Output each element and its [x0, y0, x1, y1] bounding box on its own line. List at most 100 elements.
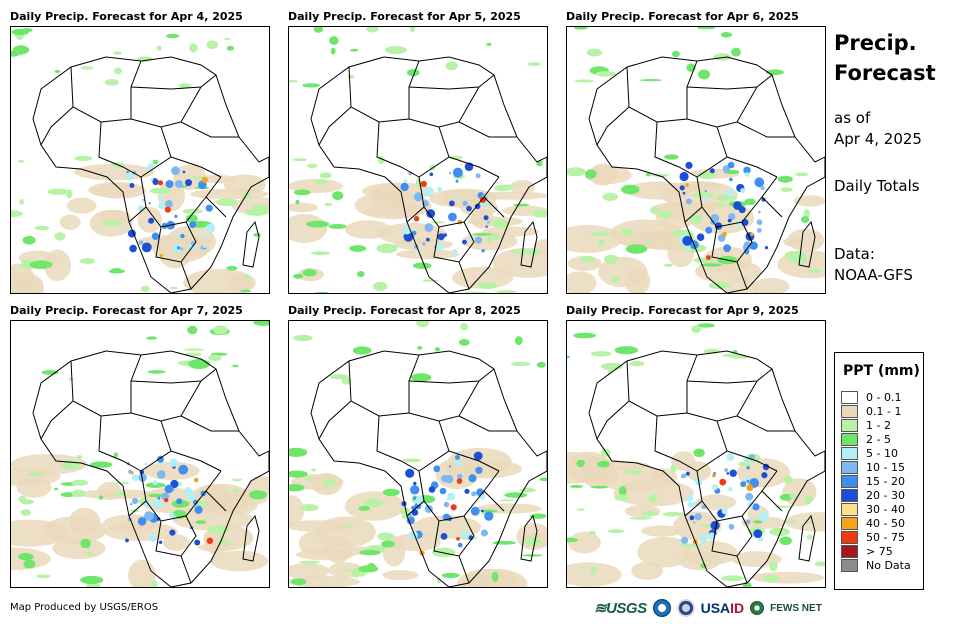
heavy-precip-area	[704, 190, 707, 193]
heavy-precip-area	[727, 161, 735, 169]
moderate-precip-area	[112, 51, 123, 55]
moderate-precip-area	[54, 232, 66, 241]
moderate-precip-area	[22, 235, 36, 245]
moderate-precip-area	[332, 191, 344, 201]
moderate-precip-area	[691, 325, 702, 333]
country-border	[376, 121, 420, 178]
moderate-precip-area	[295, 199, 300, 205]
heavy-precip-area	[709, 168, 715, 174]
heavy-precip-area	[455, 179, 459, 183]
moderate-precip-area	[104, 79, 119, 86]
heavy-precip-area	[484, 511, 494, 521]
country-border	[128, 206, 147, 223]
legend-label: 5 - 10	[866, 446, 898, 460]
moderate-precip-area	[689, 214, 703, 224]
heavy-precip-area	[182, 170, 186, 174]
moderate-precip-area	[715, 194, 738, 202]
light-precip-area	[613, 479, 694, 507]
light-precip-area	[637, 536, 692, 568]
moderate-precip-area	[692, 192, 715, 198]
heavy-precip-area	[470, 506, 480, 516]
moderate-precip-area	[80, 66, 94, 70]
moderate-precip-area	[330, 374, 349, 380]
heavy-precip-area	[455, 455, 460, 460]
fews-net-logo: FEWS NET	[770, 602, 822, 614]
extreme-precip-area	[456, 537, 460, 541]
moderate-precip-area	[170, 286, 178, 290]
heavy-precip-area	[437, 233, 445, 241]
legend-label: 20 - 30	[866, 488, 905, 502]
moderate-precip-area	[313, 179, 328, 185]
moderate-precip-area	[780, 187, 793, 193]
heavy-precip-area	[156, 455, 164, 463]
moderate-precip-area	[292, 158, 308, 162]
light-precip-area	[11, 454, 87, 475]
heavy-precip-area	[724, 468, 729, 472]
legend-label: > 75	[866, 544, 893, 558]
extreme-precip-area	[201, 176, 208, 184]
moderate-precip-area	[460, 322, 469, 331]
moderate-precip-area	[679, 543, 702, 547]
moderate-precip-area	[763, 575, 780, 582]
heavy-precip-area	[168, 512, 175, 519]
light-precip-area	[624, 267, 651, 293]
light-precip-area	[589, 163, 617, 186]
moderate-precip-area	[777, 175, 793, 183]
heavy-precip-area	[165, 180, 174, 189]
country-border	[318, 106, 352, 146]
moderate-precip-area	[223, 37, 232, 40]
moderate-precip-area	[188, 359, 210, 369]
moderate-precip-area	[492, 218, 509, 229]
partner-logos: ≋USGS USA ID FEWS NET	[594, 598, 828, 618]
heavy-precip-area	[475, 173, 481, 179]
country-border	[654, 121, 698, 178]
moderate-precip-area	[113, 452, 119, 458]
heavy-precip-area	[125, 538, 129, 543]
moderate-precip-area	[806, 534, 813, 540]
country-border	[180, 415, 239, 432]
heavy-precip-area	[144, 462, 148, 466]
country-border	[170, 156, 222, 178]
country-border	[348, 60, 420, 123]
heavy-precip-area	[180, 233, 185, 239]
moderate-precip-area	[499, 499, 514, 502]
light-precip-area	[183, 269, 256, 293]
heavy-precip-area	[685, 198, 692, 205]
country-border	[140, 176, 222, 228]
moderate-precip-area	[477, 282, 498, 290]
heavy-precip-area	[185, 179, 192, 187]
heavy-precip-area	[473, 451, 483, 461]
heavy-precip-area	[176, 498, 183, 505]
africa-map	[567, 27, 825, 293]
heavy-precip-area	[694, 513, 702, 521]
moderate-precip-area	[416, 321, 429, 328]
heavy-precip-area	[157, 496, 161, 500]
as-of-date: as of Apr 4, 2025	[834, 108, 922, 150]
moderate-precip-area	[413, 262, 432, 269]
heavy-precip-area	[175, 180, 183, 189]
madagascar-outline	[242, 220, 260, 268]
precip-map	[566, 320, 826, 588]
moderate-precip-area	[769, 527, 791, 536]
heavy-precip-area	[699, 534, 708, 543]
country-border	[654, 415, 698, 472]
moderate-precip-area	[215, 198, 238, 207]
heavy-precip-area	[129, 502, 133, 506]
moderate-precip-area	[289, 470, 308, 478]
moderate-precip-area	[213, 325, 228, 335]
country-border	[458, 261, 470, 290]
heavy-precip-area	[194, 505, 203, 514]
country-border	[686, 368, 773, 384]
country-border	[686, 380, 758, 422]
moderate-precip-area	[324, 202, 333, 207]
moderate-precip-area	[315, 291, 329, 293]
heavy-precip-area	[174, 214, 178, 218]
country-border	[180, 121, 239, 138]
heavy-precip-area	[728, 523, 735, 530]
heavy-precip-area	[429, 172, 434, 177]
moderate-precip-area	[717, 202, 726, 208]
heavy-precip-area	[148, 202, 151, 205]
legend-item: 50 - 75	[841, 530, 905, 544]
heavy-precip-area	[152, 178, 159, 186]
legend-swatch	[841, 474, 858, 488]
